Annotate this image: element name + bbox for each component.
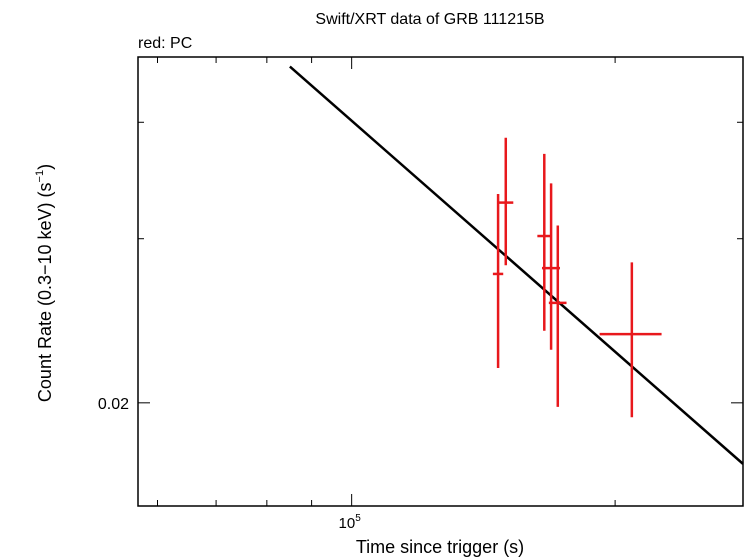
chart-title: Swift/XRT data of GRB 111215B [315,11,544,28]
model-line [289,65,744,465]
model-layer [289,65,744,465]
axis-ticks [138,57,743,506]
x-axis-label: Time since trigger (s) [356,537,524,557]
data-point [599,262,662,418]
y-tick-label: 0.02 [98,396,129,413]
plot-frame [137,56,744,507]
data-point [537,153,552,331]
y-axis-label: Count Rate (0.3−10 keV) (s−1) [34,164,55,402]
data-layer [492,137,662,418]
x-tick-label: 105 [339,513,362,532]
data-point [492,194,504,368]
data-point [498,137,514,266]
data-point [548,225,567,407]
chart-subtitle: red: PC [138,35,192,52]
